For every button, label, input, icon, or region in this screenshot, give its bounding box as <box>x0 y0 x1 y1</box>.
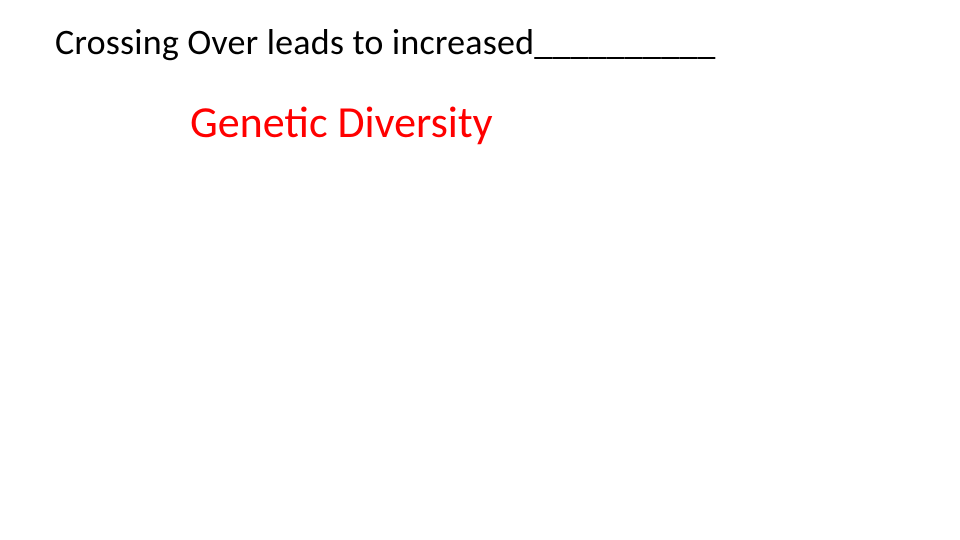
slide-title: Crossing Over leads to increased________… <box>55 20 716 64</box>
slide: Crossing Over leads to increased________… <box>0 0 960 540</box>
slide-answer: Genetic Diversity <box>190 95 493 149</box>
